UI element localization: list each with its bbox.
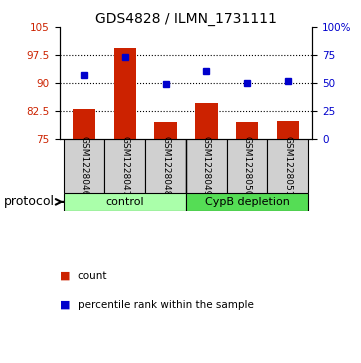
Text: CypB depletion: CypB depletion <box>205 197 290 207</box>
Bar <box>64 139 104 193</box>
Text: GSM1228051: GSM1228051 <box>283 136 292 196</box>
Text: GSM1228050: GSM1228050 <box>243 136 252 196</box>
Bar <box>277 121 299 139</box>
Text: count: count <box>78 271 107 281</box>
Text: control: control <box>105 197 144 207</box>
Bar <box>104 139 145 193</box>
Text: GSM1228049: GSM1228049 <box>202 136 211 196</box>
Text: percentile rank within the sample: percentile rank within the sample <box>78 300 253 310</box>
Bar <box>114 48 136 139</box>
Bar <box>227 139 268 193</box>
Bar <box>236 122 258 139</box>
Bar <box>145 139 186 193</box>
Bar <box>64 193 186 211</box>
Text: ■: ■ <box>60 271 70 281</box>
Bar <box>195 103 218 139</box>
Bar <box>186 193 308 211</box>
Text: GSM1228047: GSM1228047 <box>120 136 129 196</box>
Title: GDS4828 / ILMN_1731111: GDS4828 / ILMN_1731111 <box>95 12 277 26</box>
Text: ■: ■ <box>60 300 70 310</box>
Bar <box>186 139 227 193</box>
Bar <box>268 139 308 193</box>
Bar <box>73 109 95 139</box>
Text: GSM1228048: GSM1228048 <box>161 136 170 196</box>
Text: protocol: protocol <box>4 195 55 208</box>
Bar <box>155 122 177 139</box>
Text: GSM1228046: GSM1228046 <box>79 136 88 196</box>
